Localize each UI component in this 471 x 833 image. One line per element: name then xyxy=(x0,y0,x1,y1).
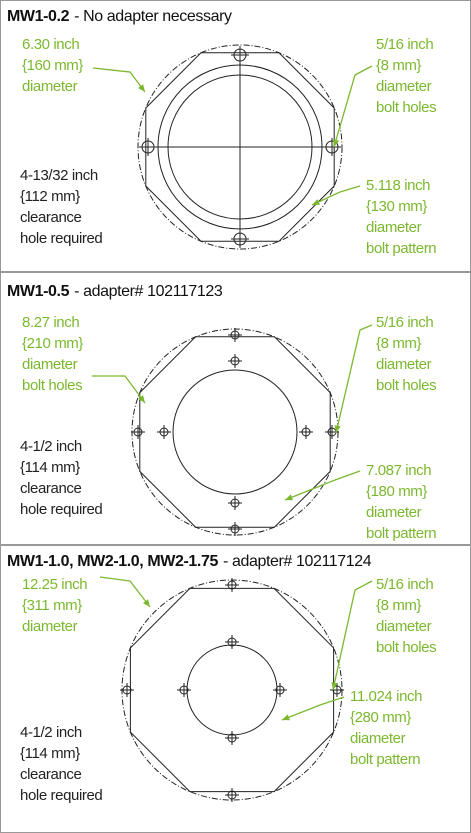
leader-line xyxy=(92,375,146,404)
leader-arrow xyxy=(285,494,293,501)
bolt-label: bolt holes xyxy=(376,377,436,394)
bolt-label: {8 mm} xyxy=(376,335,422,352)
note: - adapter# 102117123 xyxy=(74,283,223,300)
pattern-label: diameter xyxy=(350,730,406,747)
outer-label: 8.27 inch xyxy=(22,314,79,331)
clearance-label: 4-13/32 inch xyxy=(20,167,98,184)
outer-label: {210 mm} xyxy=(22,335,83,352)
leader-arrow xyxy=(282,714,290,721)
leader-arrow xyxy=(331,682,338,690)
bolt-label: 5/16 inch xyxy=(376,314,433,331)
leader-arrow xyxy=(138,395,145,403)
leader-arrow xyxy=(312,199,320,205)
bolt-label: 5/16 inch xyxy=(376,576,433,593)
outer-label: diameter xyxy=(22,618,78,635)
leader-line xyxy=(311,185,361,206)
leader-line xyxy=(333,65,373,148)
pattern-label: bolt pattern xyxy=(366,525,436,542)
outer-label: {311 mm} xyxy=(22,597,82,614)
panel-title: MW1-0.2- No adapter necessary xyxy=(7,8,232,25)
pattern-label: 5.118 inch xyxy=(366,177,430,194)
leader-line xyxy=(332,580,373,691)
leader-line xyxy=(335,324,373,434)
outer-circle xyxy=(137,44,343,250)
leader-line xyxy=(281,696,345,721)
model: MW1-1.0, MW2-1.0, MW2-1.75 xyxy=(7,553,218,570)
leader-arrow xyxy=(143,599,150,607)
panel-title: MW1-1.0, MW2-1.0, MW2-1.75 - adapter# 102… xyxy=(7,553,372,570)
clearance-label: hole required xyxy=(20,230,102,247)
panel-title: MW1-0.5- adapter# 102117123 xyxy=(7,283,223,300)
bolt-label: diameter xyxy=(376,356,432,373)
clearance-label: {114 mm} xyxy=(20,745,80,762)
bolt-label: bolt holes xyxy=(376,99,436,116)
inner-circle xyxy=(186,644,278,736)
bolt-label: 5/16 inch xyxy=(376,36,433,53)
clearance-label: hole required xyxy=(20,787,102,804)
bolt-label: {8 mm} xyxy=(376,597,422,614)
model: MW1-0.5 xyxy=(7,283,70,300)
outer-label: diameter xyxy=(22,78,78,95)
inner-circle xyxy=(172,369,298,495)
pattern-label: 11.024 inch xyxy=(350,688,422,705)
adapter-outline xyxy=(139,336,331,528)
model: MW1-0.2 xyxy=(7,8,70,25)
clearance-label: 4-1/2 inch xyxy=(20,438,82,455)
clearance-label: hole required xyxy=(20,501,102,518)
leader-arrow xyxy=(138,84,145,92)
leader-line xyxy=(284,470,361,501)
clearance-label: 4-1/2 inch xyxy=(20,724,82,741)
outer-label: 12.25 inch xyxy=(22,576,87,593)
outer-label: 6.30 inch xyxy=(22,36,79,53)
note: - adapter# 102117124 xyxy=(223,553,372,570)
outer-label: bolt holes xyxy=(22,377,82,394)
bolt-label: bolt holes xyxy=(376,639,436,656)
pattern-label: {280 mm} xyxy=(350,709,411,726)
pattern-label: {180 mm} xyxy=(366,483,427,500)
leader-line xyxy=(92,67,146,93)
outer-label: diameter xyxy=(22,356,78,373)
bolt-label: {8 mm} xyxy=(376,57,422,74)
pattern-label: diameter xyxy=(366,504,422,521)
leader-arrow xyxy=(334,425,341,433)
outer-label: {160 mm} xyxy=(22,57,83,74)
leader-line xyxy=(99,576,151,608)
clearance-label: clearance xyxy=(20,209,81,226)
pattern-label: 7.087 inch xyxy=(366,462,431,479)
pattern-label: {130 mm} xyxy=(366,198,427,215)
adapter-outline xyxy=(145,52,335,242)
outer-circle xyxy=(121,579,343,801)
note: - No adapter necessary xyxy=(74,8,232,25)
pattern-label: bolt pattern xyxy=(350,751,420,768)
bolt-label: diameter xyxy=(376,78,432,95)
adapter-outline xyxy=(129,587,335,793)
clearance-label: {112 mm} xyxy=(20,188,80,205)
leader-arrow xyxy=(333,139,340,147)
clearance-label: {114 mm} xyxy=(20,459,80,476)
clearance-label: clearance xyxy=(20,480,81,497)
pattern-label: diameter xyxy=(366,219,422,236)
pattern-label: bolt pattern xyxy=(366,240,436,257)
bolt-label: diameter xyxy=(376,618,432,635)
clearance-label: clearance xyxy=(20,766,81,783)
